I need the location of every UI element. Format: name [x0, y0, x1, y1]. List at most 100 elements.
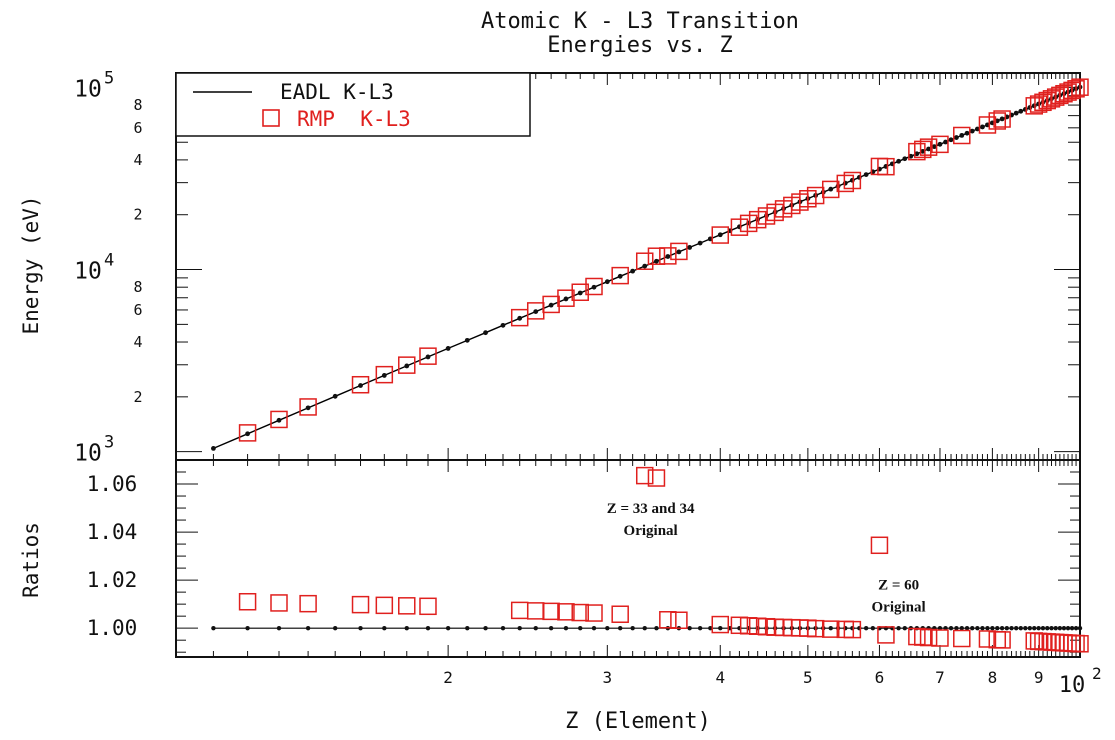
legend-label-eadl: EADL K-L3 — [280, 80, 394, 104]
eadl-ratio-point — [1032, 625, 1037, 631]
rmp-ratio-point — [510, 601, 529, 620]
y-tick-label: 10 — [74, 76, 102, 102]
eadl-point — [1013, 110, 1019, 116]
rmp-ratio-point — [739, 617, 758, 635]
eadl-point — [676, 249, 682, 255]
rmp-point — [908, 142, 926, 161]
y-tick-label: 10 — [74, 441, 102, 467]
rmp-point — [571, 283, 589, 301]
rmp-point — [585, 277, 603, 296]
rmp-point — [398, 356, 416, 374]
eadl-point — [999, 116, 1005, 122]
rmp-ratio-point — [978, 630, 997, 648]
eadl-ratio-point — [980, 625, 985, 631]
eadl-ratio-point — [358, 625, 363, 631]
eadl-ratio-point — [985, 625, 990, 631]
eadl-ratio-point — [1036, 625, 1041, 631]
eadl-point — [617, 273, 623, 279]
rmp-point — [931, 135, 949, 154]
eadl-ratio-point — [617, 625, 623, 631]
rmp-ratio-point — [931, 629, 949, 647]
y-minor-tick-label: 8 — [133, 96, 142, 114]
rmp-point — [836, 174, 855, 193]
eadl-point — [828, 186, 834, 192]
rmp-ratio-point — [398, 597, 416, 615]
rmp-point — [557, 289, 575, 307]
eadl-ratio-point — [1004, 625, 1010, 631]
eadl-point — [959, 132, 965, 138]
rmp-point — [542, 295, 560, 314]
y-minor-tick-label: 6 — [133, 119, 142, 137]
x-tick-label: 4 — [715, 668, 725, 687]
rmp-ratio-point — [670, 611, 688, 629]
eadl-ratio-point — [533, 625, 538, 631]
rmp-point — [1067, 80, 1085, 98]
eadl-ratio-point — [1057, 625, 1063, 631]
eadl-ratio-point — [1023, 625, 1028, 631]
eadl-point — [849, 177, 855, 183]
y-axis-label-ratios: Ratios — [19, 522, 43, 598]
rmp-point — [821, 180, 840, 199]
rmp-ratio-point — [1071, 635, 1089, 653]
eadl-ratio-point — [563, 625, 569, 631]
rmp-point — [806, 186, 825, 205]
rmp-ratio-point — [611, 605, 629, 623]
eadl-ratio-point — [718, 625, 723, 631]
eadl-ratio-point — [548, 625, 554, 631]
eadl-point — [563, 296, 569, 302]
eadl-ratio-point — [990, 625, 995, 631]
eadl-ratio-point — [1040, 625, 1046, 631]
eadl-point — [969, 128, 975, 134]
eadl-point — [483, 330, 488, 336]
eadl-point — [964, 130, 970, 136]
x-tick-label: 6 — [875, 668, 885, 687]
y-minor-tick-label: 2 — [133, 388, 142, 406]
x-tick-label: 8 — [988, 668, 998, 687]
eadl-point — [548, 302, 554, 308]
annotation-text: Z = 33 and 34 — [607, 501, 695, 517]
annotation-text: Original — [624, 523, 678, 539]
eadl-point — [974, 126, 980, 132]
eadl-point — [517, 315, 523, 321]
eadl-point — [863, 172, 869, 177]
rmp-point — [711, 226, 730, 244]
eadl-ratio-point — [995, 625, 1000, 631]
rmp-point — [919, 138, 938, 156]
eadl-ratio-point — [970, 625, 975, 631]
rmp-ratio-point — [659, 611, 677, 629]
y-minor-tick-label: 4 — [133, 151, 142, 169]
rmp-point — [739, 214, 758, 233]
eadl-ratio-point — [708, 625, 713, 631]
eadl-point — [533, 309, 539, 314]
rmp-ratio-point — [557, 603, 575, 621]
rmp-point — [419, 347, 437, 365]
eadl-point — [425, 354, 431, 360]
rmp-ratio-point — [914, 628, 932, 646]
rmp-ratio-point — [270, 594, 288, 612]
eadl-ratio-point — [1073, 625, 1079, 631]
eadl-point — [654, 258, 659, 264]
eadl-point — [642, 263, 648, 269]
eadl-point — [305, 405, 311, 411]
eadl-ratio-point — [425, 625, 431, 631]
rmp-point — [351, 375, 370, 394]
y-tick-label: 1.04 — [87, 520, 138, 544]
lower-ratio-panel: 2 3 4 5 6 7 8 9 10 2 1.00 1.02 1.04 1.06 Z = 33 and 34… — [87, 459, 1102, 698]
y-tick-label: 1.02 — [87, 568, 138, 592]
rmp-point — [635, 252, 654, 270]
eadl-point — [1018, 108, 1024, 114]
eadl-ratio-point — [964, 625, 970, 631]
y-tick-label-exponent: 5 — [104, 68, 114, 88]
x-tick-label-exponent: 2 — [1092, 664, 1102, 683]
rmp-point — [270, 410, 288, 429]
rmp-ratio-point — [748, 617, 767, 635]
eadl-point — [896, 158, 902, 164]
eadl-ratio-point — [1027, 625, 1033, 631]
eadl-ratio-point — [578, 625, 583, 631]
x-tick-label: 2 — [443, 668, 453, 687]
eadl-ratio-point — [870, 625, 876, 631]
eadl-point — [687, 245, 693, 250]
eadl-ratio-point — [828, 625, 833, 631]
eadl-ratio-point — [605, 625, 610, 631]
